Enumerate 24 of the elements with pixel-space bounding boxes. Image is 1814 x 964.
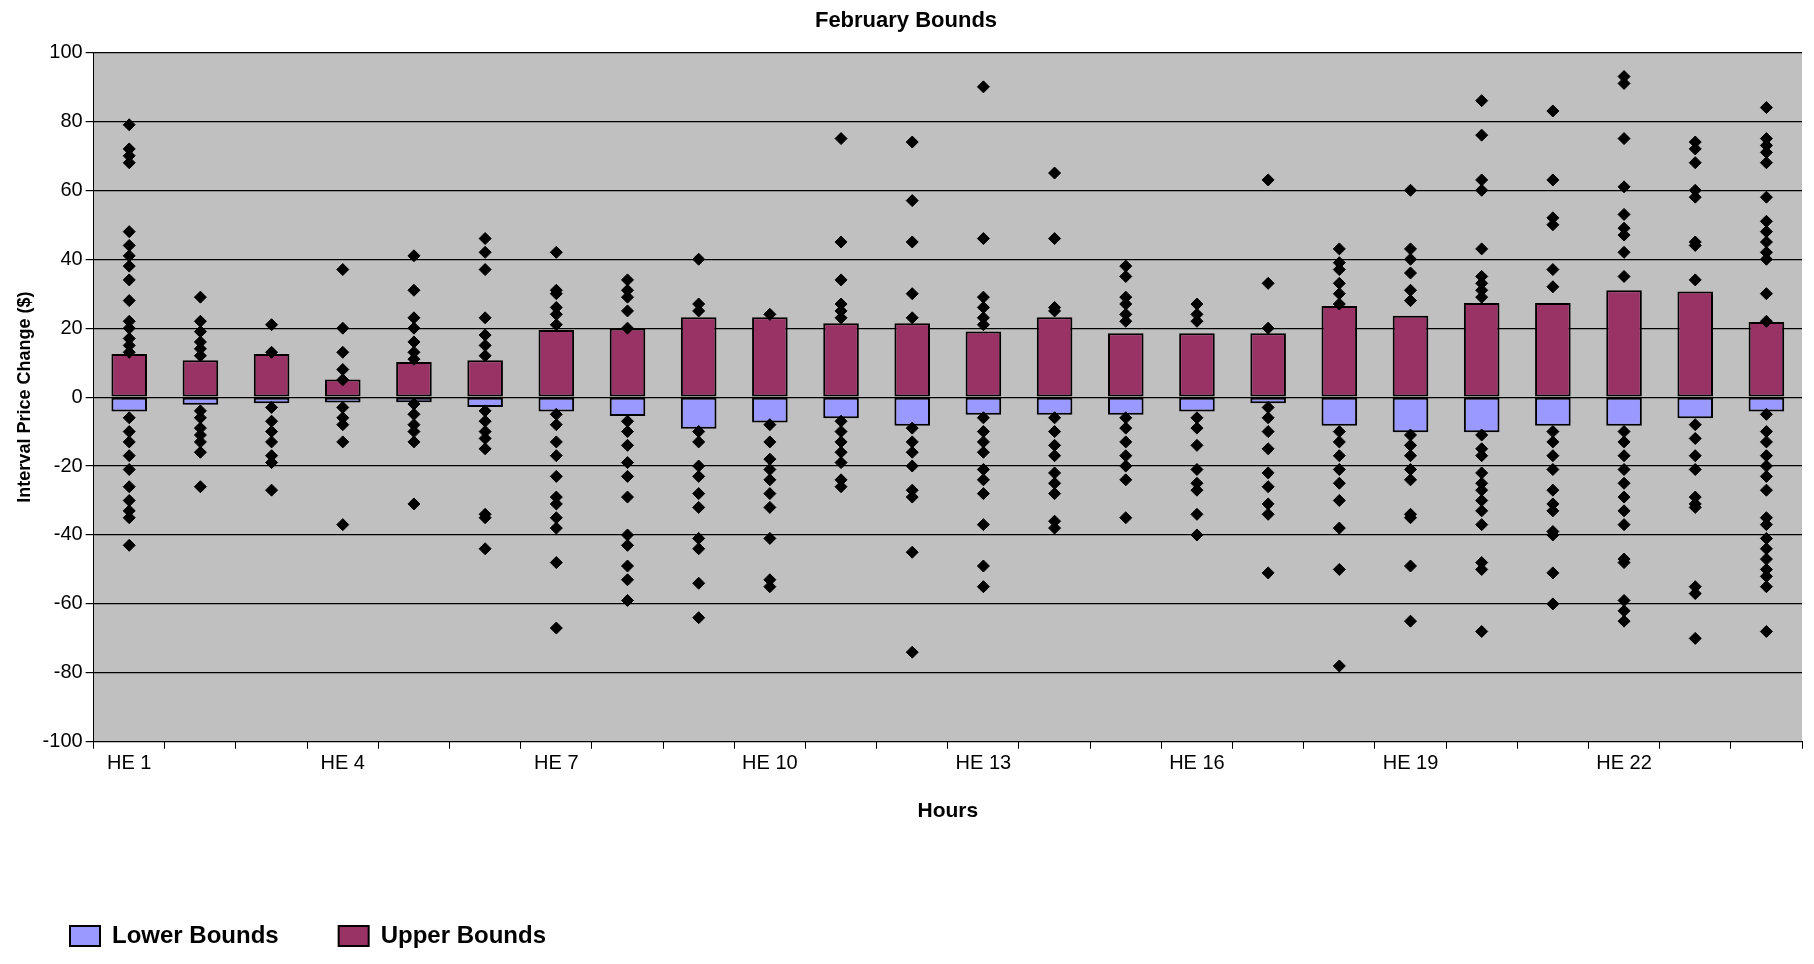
y-tick-label: -80 [53, 660, 83, 683]
x-tick-label: HE 1 [106, 751, 152, 774]
x-axis-title: Hours [917, 798, 979, 822]
legend-label: Upper Bounds [380, 920, 546, 948]
x-tick-label: HE 16 [1169, 751, 1225, 774]
x-tick-label: HE 22 [1596, 751, 1652, 774]
y-tick-label: -60 [53, 591, 83, 614]
x-tick-label: HE 19 [1382, 751, 1439, 774]
y-tick-label: 40 [60, 246, 83, 269]
y-tick-label: 80 [60, 108, 83, 131]
y-tick-label: -100 [42, 729, 83, 752]
x-tick-label: HE 7 [534, 751, 579, 774]
y-tick-label: -20 [53, 453, 83, 476]
y-tick-label: 100 [49, 39, 83, 62]
chart-title: February Bounds [814, 7, 998, 33]
x-tick-label: HE 10 [742, 751, 798, 774]
x-tick-label: HE 4 [320, 751, 365, 774]
y-tick-label: -40 [53, 522, 83, 545]
y-tick-label: 60 [60, 177, 83, 200]
y-tick-label: 20 [60, 315, 83, 338]
x-tick-label: HE 13 [955, 751, 1012, 774]
y-tick-label: 0 [71, 384, 83, 407]
y-axis-title: Interval Price Change ($) [13, 291, 34, 503]
legend-label: Lower Bounds [112, 920, 279, 948]
